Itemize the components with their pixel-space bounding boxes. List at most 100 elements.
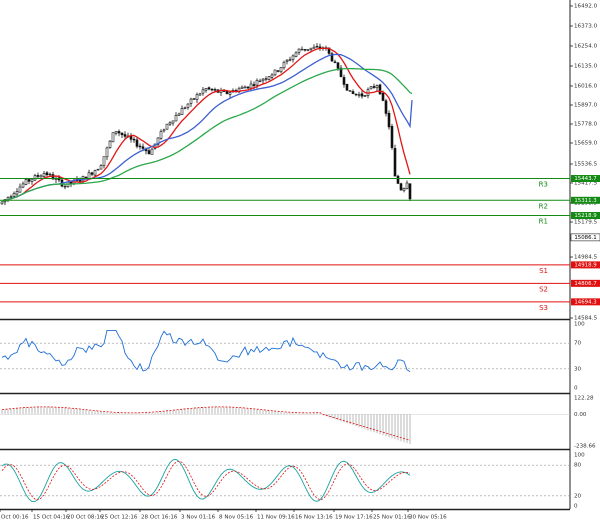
candle-body bbox=[240, 86, 244, 89]
level-name-s3: S3 bbox=[539, 304, 548, 312]
candle-body bbox=[111, 132, 115, 143]
osc3-axis-tick-label: 20 bbox=[574, 493, 582, 499]
candle-body bbox=[33, 175, 37, 181]
candle-body bbox=[9, 196, 13, 198]
candle-body bbox=[201, 89, 205, 94]
candle-body bbox=[285, 59, 289, 62]
level-price-label-s2: 14806.7 bbox=[574, 281, 596, 287]
candle-body bbox=[243, 86, 247, 89]
candle-body bbox=[246, 86, 250, 89]
candle-body bbox=[39, 175, 43, 178]
candle-body bbox=[135, 139, 139, 147]
candle-body bbox=[18, 186, 22, 193]
price-axis-tick-label: 16135.0 bbox=[574, 64, 598, 70]
osc2-histogram bbox=[1, 406, 411, 445]
candle-body bbox=[375, 85, 379, 89]
candle-body bbox=[96, 168, 100, 171]
level-price-label-s1: 14918.9 bbox=[574, 262, 597, 268]
candle-body bbox=[405, 182, 409, 190]
osc1-axis-tick-label: 0 bbox=[574, 386, 578, 392]
candle-body bbox=[21, 183, 25, 188]
level-price-label-r1: 15218.9 bbox=[574, 213, 597, 219]
candle-body bbox=[387, 112, 391, 128]
candle-body bbox=[336, 62, 340, 69]
candle-body bbox=[249, 83, 253, 89]
candle-body bbox=[357, 94, 361, 96]
candle-body bbox=[117, 131, 121, 134]
candle-body bbox=[147, 150, 151, 155]
candle-body bbox=[183, 107, 187, 109]
candle-body bbox=[105, 147, 109, 158]
candle-body bbox=[276, 70, 280, 72]
candle-body bbox=[267, 76, 271, 80]
candle-body bbox=[303, 49, 307, 51]
candle-body bbox=[207, 87, 211, 90]
candle-body bbox=[345, 83, 349, 91]
level-price-box-s3 bbox=[571, 298, 600, 306]
x-axis-tick-label: 11 Nov 09:16 bbox=[257, 515, 295, 521]
candle-body bbox=[393, 148, 397, 177]
level-price-box-s2 bbox=[571, 279, 600, 287]
candle-body bbox=[186, 103, 190, 108]
candle-body bbox=[312, 46, 316, 49]
level-price-box-r2 bbox=[571, 196, 600, 204]
candle-body bbox=[306, 49, 310, 51]
candle-body bbox=[213, 89, 217, 91]
x-axis-tick-label: 25 Oct 12:16 bbox=[101, 515, 138, 521]
price-axis-tick-label: 15536.5 bbox=[574, 162, 598, 168]
x-axis-tick-label: 25 Nov 01:16 bbox=[373, 515, 411, 521]
candle-body bbox=[363, 95, 367, 97]
candle-body bbox=[255, 80, 259, 86]
candle-body bbox=[252, 84, 256, 86]
candle-body bbox=[354, 93, 358, 96]
candle-body bbox=[87, 172, 91, 180]
candle-body bbox=[210, 88, 214, 91]
osc2-axis-tick-label: 0.00 bbox=[574, 412, 587, 418]
candle-body bbox=[120, 132, 124, 136]
candle-body bbox=[150, 148, 154, 155]
candle-body bbox=[408, 183, 412, 200]
candle-body bbox=[261, 78, 265, 82]
level-price-label-r2: 15311.3 bbox=[574, 198, 596, 204]
x-axis-tick-label: 3 Nov 01:16 bbox=[181, 515, 216, 521]
candle-body bbox=[141, 146, 145, 149]
candle-body bbox=[189, 98, 193, 104]
level-name-r1: R1 bbox=[539, 218, 548, 226]
osc1-line bbox=[1, 329, 411, 373]
osc3-axis-tick-label: 80 bbox=[574, 463, 582, 469]
candle-body bbox=[396, 175, 400, 184]
candle-body bbox=[309, 47, 313, 50]
level-price-label-r3: 15443.7 bbox=[574, 176, 596, 182]
candle-body bbox=[381, 92, 385, 101]
candle-body bbox=[165, 123, 169, 130]
candle-body bbox=[171, 120, 175, 124]
candle-body bbox=[192, 98, 196, 100]
candle-body bbox=[24, 179, 28, 185]
x-axis-tick-label: 8 Nov 05:16 bbox=[219, 515, 254, 521]
osc1-axis-tick-label: 30 bbox=[574, 366, 582, 372]
candle-body bbox=[198, 93, 202, 96]
moving-average-line-2 bbox=[1, 53, 413, 203]
osc3-axis-tick-label: 100 bbox=[574, 453, 585, 459]
candle-body bbox=[327, 47, 331, 54]
candle-body bbox=[330, 53, 334, 62]
candle-body bbox=[282, 61, 286, 69]
osc3-signal-line bbox=[1, 460, 411, 501]
current-price-label: 15086.1 bbox=[574, 235, 596, 241]
osc2-axis-tick-label: -238.66 bbox=[574, 444, 596, 450]
candle-body bbox=[378, 84, 382, 95]
x-axis-tick-label: 28 Oct 16:16 bbox=[141, 515, 178, 521]
candle-body bbox=[315, 46, 319, 48]
candle-body bbox=[402, 188, 406, 191]
candle-body bbox=[90, 172, 94, 175]
candle-body bbox=[45, 172, 49, 176]
candle-body bbox=[69, 181, 73, 184]
candle-body bbox=[48, 173, 52, 176]
price-axis-tick-label: 16373.0 bbox=[574, 24, 598, 30]
candle-body bbox=[372, 86, 376, 88]
candle-body bbox=[42, 173, 46, 177]
x-axis-tick-label: 19 Nov 17:16 bbox=[335, 515, 373, 521]
price-axis-tick-label: 16016.0 bbox=[574, 84, 598, 90]
